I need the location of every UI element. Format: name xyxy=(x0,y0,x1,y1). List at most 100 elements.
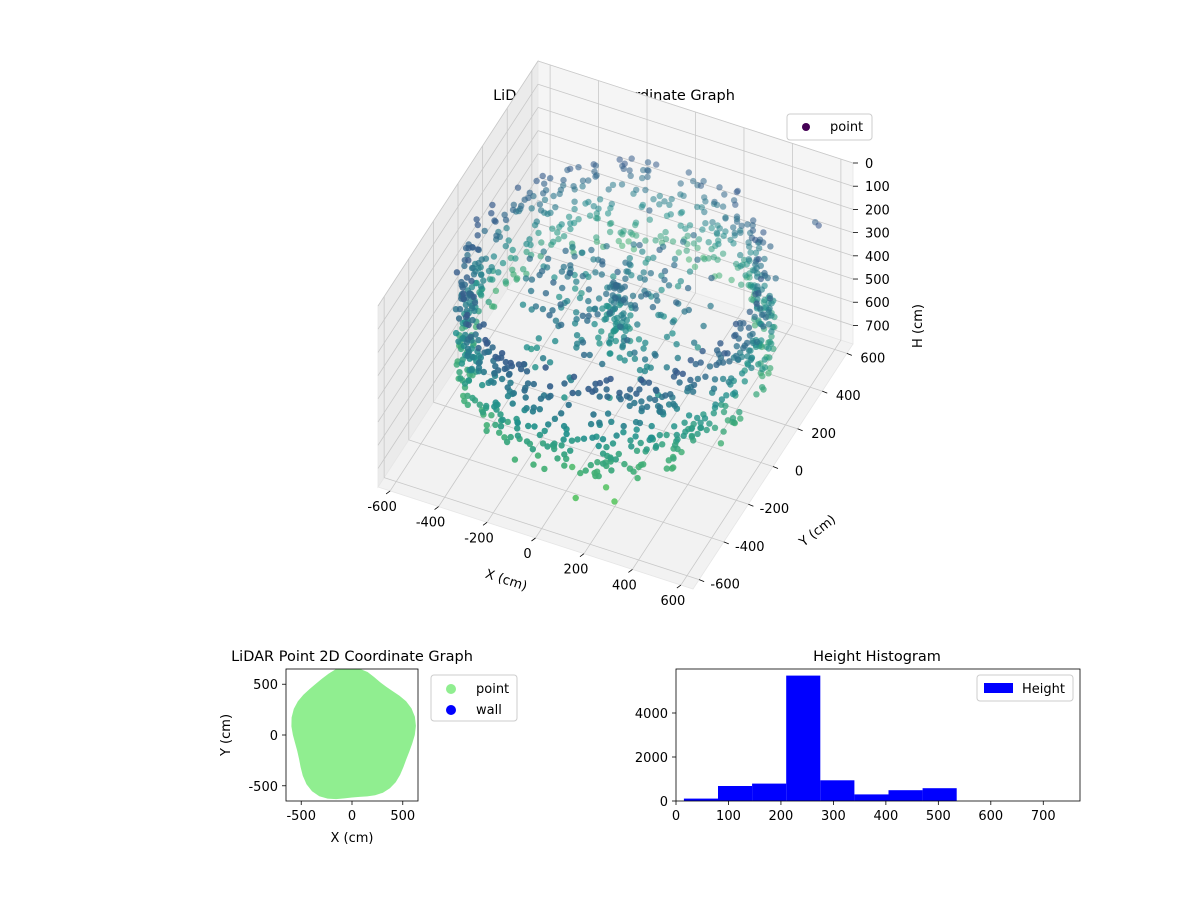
point-3d xyxy=(561,394,568,401)
legend-3d: point xyxy=(786,113,873,141)
grid-back-h xyxy=(537,176,854,280)
point-3d xyxy=(475,336,482,344)
y-tick-mark-3d xyxy=(846,353,852,356)
point-3d xyxy=(746,308,753,315)
point-3d xyxy=(622,275,629,282)
point-3d xyxy=(490,303,498,310)
point-3d xyxy=(757,275,765,283)
point-3d xyxy=(635,336,643,343)
point-3d xyxy=(656,408,664,415)
point-3d xyxy=(640,345,647,352)
z-tick-label-3d: 100 xyxy=(865,180,890,195)
point-3d xyxy=(662,228,669,236)
point-3d xyxy=(596,419,603,426)
point-3d xyxy=(706,363,714,370)
point-3d xyxy=(527,287,535,295)
legend-3d-point-label: point xyxy=(830,120,863,135)
point-3d xyxy=(731,332,738,340)
point-3d xyxy=(760,229,767,236)
x-tick-label-histogram: 0 xyxy=(672,809,680,824)
point-3d xyxy=(530,380,537,388)
point-3d xyxy=(612,295,619,302)
point-3d xyxy=(468,264,476,272)
point-3d xyxy=(645,379,653,386)
point-3d xyxy=(468,365,475,373)
point-3d xyxy=(539,172,546,180)
chart-title-histogram: Height Histogram xyxy=(813,649,941,665)
point-3d xyxy=(591,305,599,312)
point-3d xyxy=(701,208,708,216)
point-3d xyxy=(607,454,614,461)
point-3d xyxy=(646,207,653,214)
x-tick-label-3d: 400 xyxy=(612,578,637,593)
point-3d xyxy=(573,344,580,351)
point-3d xyxy=(464,401,471,408)
point-3d xyxy=(733,343,740,350)
point-3d xyxy=(526,189,533,196)
legend-histogram-frame xyxy=(976,674,1074,702)
histogram-bar xyxy=(820,780,855,801)
point-3d xyxy=(596,196,604,203)
point-3d xyxy=(627,229,634,236)
point-3d xyxy=(498,375,506,383)
point-3d xyxy=(571,205,578,213)
point-3d xyxy=(603,443,610,451)
point-3d xyxy=(571,198,578,205)
point-3d xyxy=(657,311,664,319)
point-3d xyxy=(629,292,637,299)
point-3d xyxy=(623,393,631,400)
grid-floor-x xyxy=(680,339,842,586)
point-3d xyxy=(579,312,586,319)
point-3d xyxy=(522,275,530,282)
point-3d xyxy=(679,370,686,377)
point-3d xyxy=(560,176,567,184)
point-3d xyxy=(567,270,574,277)
point-3d xyxy=(523,368,531,375)
point-3d xyxy=(504,418,511,426)
y-tick-label-3d: 200 xyxy=(811,427,836,442)
point-3d xyxy=(568,437,576,444)
point-3d xyxy=(495,269,502,276)
point-3d xyxy=(567,262,574,269)
point-3d xyxy=(539,305,547,313)
point-3d xyxy=(759,366,766,373)
point-3d xyxy=(612,337,619,345)
point-3d xyxy=(710,254,717,261)
point-3d xyxy=(580,435,588,442)
histogram-bars xyxy=(683,675,957,801)
point-3d xyxy=(514,419,521,427)
point-3d xyxy=(504,384,511,391)
point-3d xyxy=(642,259,649,266)
point-3d xyxy=(752,291,759,298)
point-3d xyxy=(757,305,764,312)
point-3d xyxy=(541,465,548,473)
point-3d xyxy=(646,395,653,402)
point-3d xyxy=(695,236,703,243)
point-3d xyxy=(625,238,632,245)
point-3d xyxy=(505,237,512,244)
point-3d xyxy=(751,322,759,329)
point-3d xyxy=(537,395,545,402)
point-3d xyxy=(638,376,645,384)
plot-2d: LiDAR Point 2D Coordinate Graph -500-500… xyxy=(219,649,518,846)
point-3d xyxy=(700,322,707,330)
point-3d xyxy=(697,419,704,426)
y-tick-label-histogram: 4000 xyxy=(635,707,668,722)
point-3d xyxy=(595,472,602,480)
point-3d xyxy=(580,351,588,359)
point-3d xyxy=(633,426,640,433)
point-3d xyxy=(768,328,775,335)
point-3d xyxy=(713,361,720,368)
point-3d xyxy=(491,217,498,224)
point-3d xyxy=(459,334,467,342)
point-3d xyxy=(452,329,460,337)
point-3d xyxy=(575,216,582,223)
point-3d xyxy=(595,334,602,341)
point-3d xyxy=(642,339,649,346)
point-3d xyxy=(592,173,599,180)
point-3d xyxy=(464,251,471,259)
point-3d xyxy=(669,318,676,326)
y-tick-mark-3d xyxy=(723,541,729,545)
point-3d xyxy=(671,441,679,449)
point-3d xyxy=(755,361,762,368)
